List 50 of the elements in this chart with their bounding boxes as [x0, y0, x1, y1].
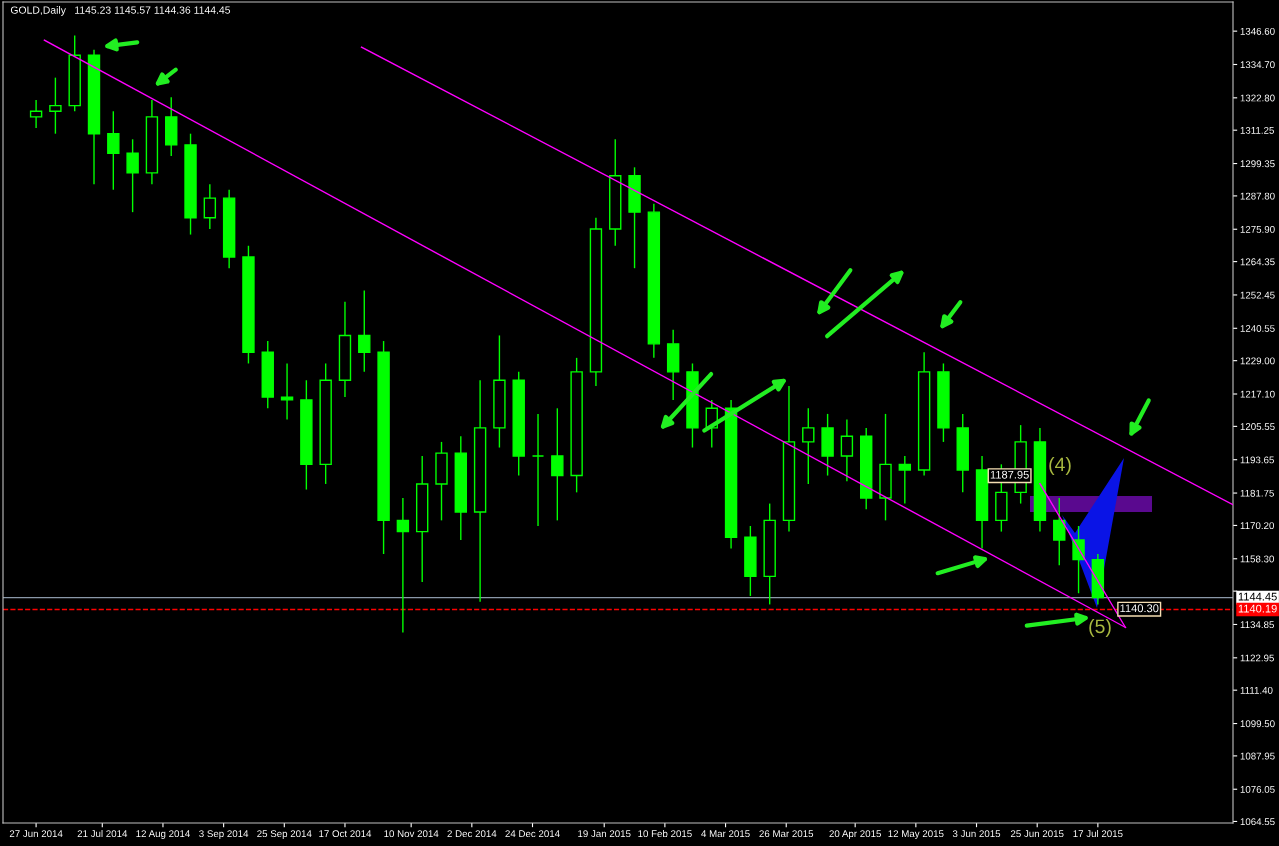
x-tick-label: 17 Jul 2015 — [1073, 829, 1123, 838]
x-tick-label: 4 Mar 2015 — [701, 830, 750, 838]
x-tick-label: 24 Dec 2014 — [505, 830, 560, 838]
y-tick-label: 1346.60 — [1240, 27, 1275, 35]
annotation: 1187.95 — [990, 470, 1029, 479]
y-tick-label: 1134.85 — [1240, 621, 1274, 629]
y-tick-label: 1122.95 — [1240, 654, 1274, 662]
x-tick-label: 27 Jun 2014 — [9, 830, 63, 838]
x-tick-label: 3 Sep 2014 — [199, 830, 249, 840]
annotation: 1140.30 — [1120, 604, 1159, 613]
chart-title: GOLD,Daily — [10, 6, 66, 16]
ref-line-label: 1140.19 — [1238, 604, 1277, 613]
y-tick-label: 1287.80 — [1240, 192, 1275, 200]
x-tick-label: 25 Jun 2015 — [1010, 830, 1064, 838]
y-tick-label: 1311.25 — [1240, 126, 1274, 134]
annotation: (5) — [1089, 618, 1111, 638]
y-tick-label: 1252.45 — [1240, 291, 1275, 299]
x-tick-label: 26 Mar 2015 — [759, 830, 814, 838]
x-tick-label: 12 May 2015 — [888, 830, 944, 840]
y-tick-label: 1240.55 — [1240, 325, 1275, 332]
y-tick-label: 1170.20 — [1240, 522, 1274, 530]
y-tick-label: 1099.50 — [1240, 720, 1275, 728]
x-tick-label: 10 Feb 2015 — [638, 829, 692, 838]
annotation: (4) — [1049, 456, 1071, 476]
y-tick-label: 1193.65 — [1240, 456, 1274, 464]
y-tick-label: 1275.90 — [1240, 225, 1275, 233]
x-tick-label: 12 Aug 2014 — [136, 830, 190, 840]
y-tick-label: 1076.05 — [1240, 785, 1275, 793]
y-tick-label: 1064.55 — [1240, 818, 1275, 826]
chart-subtitle: 1145.23 1145.57 1144.36 1144.45 — [75, 6, 231, 14]
x-tick-label: 20 Apr 2015 — [829, 830, 881, 840]
x-tick-label: 19 Jan 2015 — [578, 830, 631, 838]
y-tick-label: 1111.40 — [1240, 686, 1273, 694]
x-tick-label: 2 Dec 2014 — [447, 830, 497, 838]
y-tick-label: 1322.80 — [1240, 94, 1275, 102]
x-tick-label: 25 Sep 2014 — [257, 830, 312, 840]
x-tick-label: 3 Jun 2015 — [952, 830, 1001, 838]
y-tick-label: 1181.75 — [1240, 489, 1274, 497]
y-tick-label: 1264.35 — [1240, 258, 1275, 266]
y-tick-label: 1217.10 — [1240, 390, 1275, 398]
y-tick-label: 1299.35 — [1240, 160, 1275, 168]
x-tick-label: 17 Oct 2014 — [319, 830, 372, 838]
y-tick-label: 1158.30 — [1240, 555, 1274, 563]
x-tick-label: 10 Nov 2014 — [384, 830, 439, 838]
y-tick-label: 1087.95 — [1240, 752, 1275, 760]
y-tick-label: 1334.70 — [1240, 61, 1275, 69]
ref-line-label: 1144.45 — [1238, 592, 1277, 601]
y-tick-label: 1205.55 — [1240, 423, 1275, 430]
y-tick-label: 1229.00 — [1240, 357, 1275, 365]
x-tick-label: 21 Jul 2014 — [77, 829, 128, 838]
